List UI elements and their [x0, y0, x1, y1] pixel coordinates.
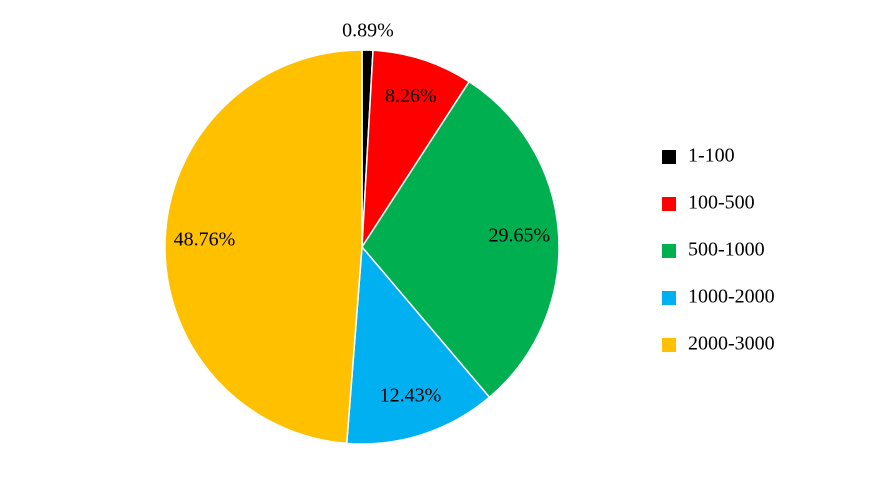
pie-slice: [361, 49, 471, 250]
data-label: 12.43%: [380, 385, 442, 407]
legend-swatch: [662, 197, 676, 211]
data-label: 29.65%: [488, 224, 550, 246]
legend-label: 500-1000: [688, 239, 765, 261]
legend-label: 100-500: [688, 192, 755, 214]
legend-swatch: [662, 338, 676, 352]
legend-swatch: [662, 291, 676, 305]
data-label: 0.89%: [342, 20, 394, 42]
legend-swatch: [662, 244, 676, 258]
pie-slice: [345, 245, 491, 445]
legend-label: 1-100: [688, 145, 735, 167]
legend-label: 1000-2000: [688, 286, 775, 308]
legend-swatch: [662, 150, 676, 164]
data-label: 8.26%: [385, 85, 437, 107]
pie-slice: [361, 80, 560, 399]
legend-label: 2000-3000: [688, 333, 775, 355]
pie-slice: [164, 49, 363, 445]
data-label: 48.76%: [174, 228, 236, 250]
